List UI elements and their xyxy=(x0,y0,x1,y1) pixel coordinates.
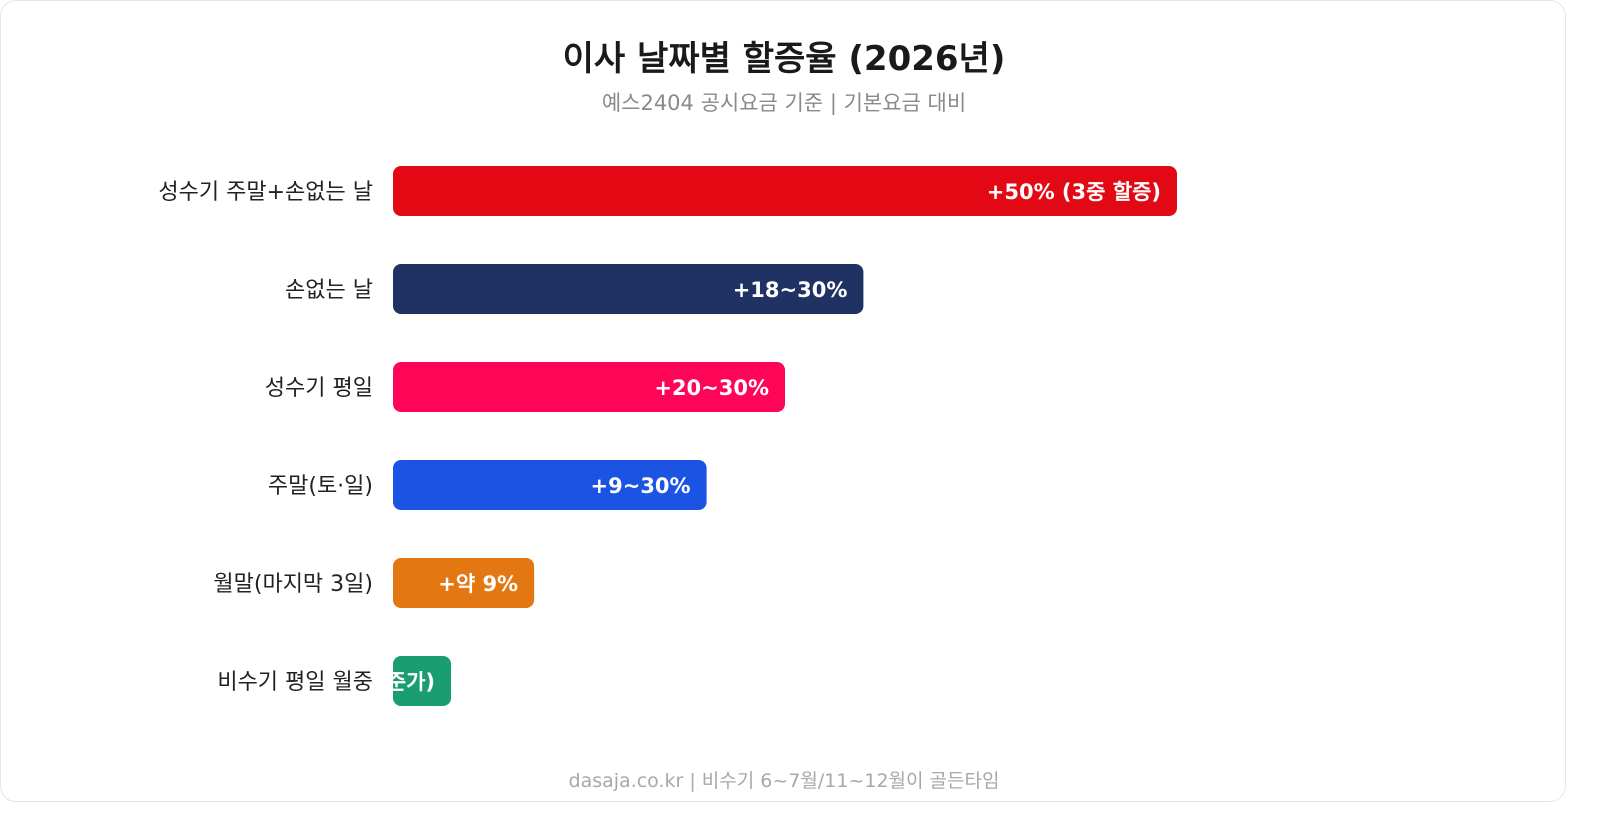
chart-subtitle: 예스2404 공시요금 기준 | 기본요금 대비 xyxy=(601,91,967,115)
category-label: 비수기 평일 월중 xyxy=(217,670,373,695)
bar xyxy=(393,264,864,314)
bar xyxy=(393,362,785,412)
value-label: 0% (기준가) xyxy=(315,670,435,694)
bar xyxy=(393,558,535,608)
category-label: 주말(토·일) xyxy=(268,474,373,499)
chart-title: 이사 날짜별 할증율 (2026년) xyxy=(562,39,1006,79)
category-label: 성수기 주말+손없는 날 xyxy=(158,180,373,205)
value-label: +50% (3중 할증) xyxy=(987,180,1161,204)
chart-footer: dasaja.co.kr | 비수기 6~7월/11~12월이 골든타임 xyxy=(568,770,1000,792)
bar xyxy=(393,166,1177,216)
value-label: +20~30% xyxy=(654,376,769,400)
category-label: 성수기 평일 xyxy=(265,376,373,401)
category-label: 손없는 날 xyxy=(285,278,373,303)
value-label: +9~30% xyxy=(591,474,691,498)
value-label: +약 9% xyxy=(438,572,518,596)
bar xyxy=(393,656,452,706)
bar-chart: 성수기 주말+손없는 날 +50% (3중 할증) 손없는 날 +18~30% 성수기 … xyxy=(158,166,1177,706)
chart-card: 이사 날짜별 할증율 (2026년) 예스2404 공시요금 기준 | 기본요금… xyxy=(0,0,1566,802)
category-label: 월말(마지막 3일) xyxy=(213,572,373,597)
value-label: +18~30% xyxy=(733,278,848,302)
bar xyxy=(393,460,707,510)
